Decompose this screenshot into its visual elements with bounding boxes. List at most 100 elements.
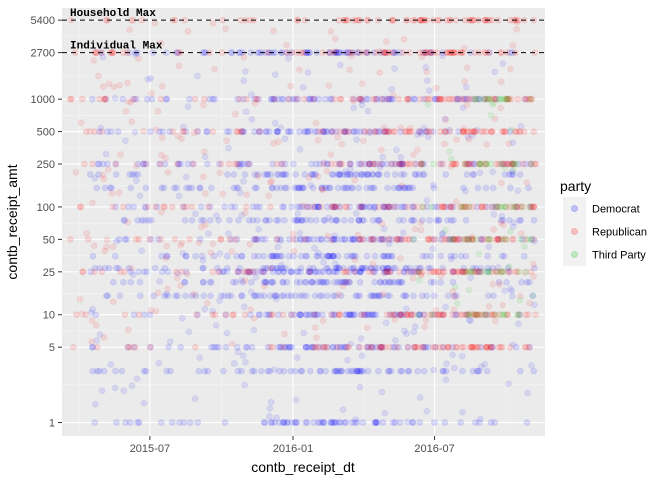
data-point xyxy=(203,160,211,168)
data-point xyxy=(311,203,319,211)
data-point xyxy=(261,278,269,286)
data-point xyxy=(230,359,238,367)
data-point xyxy=(332,203,340,211)
data-point xyxy=(206,216,214,224)
data-point xyxy=(417,219,425,227)
y-tick-label: 5 xyxy=(49,342,55,354)
data-point xyxy=(490,226,498,233)
data-point xyxy=(368,311,376,319)
data-point xyxy=(329,252,337,260)
data-point xyxy=(188,203,196,211)
data-point xyxy=(152,203,160,211)
data-point xyxy=(113,264,120,272)
data-point xyxy=(121,137,129,145)
data-point xyxy=(267,203,274,211)
data-point xyxy=(516,296,524,304)
data-point xyxy=(276,252,284,260)
data-point xyxy=(216,268,223,276)
data-point xyxy=(248,343,256,351)
data-point xyxy=(265,311,273,319)
data-point xyxy=(294,216,302,224)
data-point xyxy=(279,311,287,319)
data-point xyxy=(430,366,437,374)
data-point xyxy=(527,235,535,243)
data-point xyxy=(357,160,365,168)
data-point xyxy=(319,317,327,325)
data-point xyxy=(397,160,405,168)
data-point xyxy=(387,268,395,276)
y-tick-label: 1000 xyxy=(31,94,55,106)
data-point xyxy=(312,119,320,127)
data-point xyxy=(333,216,341,224)
data-point xyxy=(329,343,337,351)
data-point xyxy=(380,235,387,243)
data-point xyxy=(234,268,242,276)
data-point xyxy=(263,171,271,178)
data-point xyxy=(351,176,359,184)
data-point xyxy=(446,128,454,136)
data-point xyxy=(316,278,324,286)
data-point xyxy=(369,343,377,351)
data-point xyxy=(517,216,525,224)
data-point xyxy=(509,42,517,49)
data-point xyxy=(386,343,394,351)
data-point xyxy=(135,311,143,319)
data-point xyxy=(477,363,485,371)
data-point xyxy=(297,252,305,260)
data-point xyxy=(206,203,214,211)
data-point xyxy=(347,367,355,375)
data-point xyxy=(285,343,292,351)
data-point xyxy=(395,184,403,192)
data-point xyxy=(340,278,348,286)
data-point xyxy=(279,171,287,178)
data-point xyxy=(274,138,282,146)
data-point xyxy=(354,235,362,243)
data-point xyxy=(364,367,372,375)
data-point xyxy=(393,235,400,243)
data-point xyxy=(364,311,372,319)
data-point xyxy=(111,384,119,392)
data-point xyxy=(296,229,304,237)
y-tick-label: 500 xyxy=(37,127,55,139)
data-point xyxy=(415,171,423,178)
data-point xyxy=(138,216,146,224)
data-point xyxy=(450,306,458,314)
data-point xyxy=(371,278,379,286)
data-point xyxy=(489,168,497,176)
data-point xyxy=(138,247,146,255)
data-point xyxy=(379,203,387,211)
data-point xyxy=(204,367,212,375)
data-point xyxy=(292,171,300,178)
data-point xyxy=(368,235,375,243)
data-point xyxy=(347,184,355,192)
data-point xyxy=(360,311,368,319)
data-point xyxy=(250,252,258,260)
data-point xyxy=(324,252,331,260)
data-point xyxy=(447,255,455,263)
data-point xyxy=(176,282,184,290)
data-point xyxy=(380,124,388,131)
data-point xyxy=(312,216,320,224)
data-point xyxy=(351,256,359,264)
data-point xyxy=(447,163,455,171)
data-point xyxy=(305,174,313,181)
data-point xyxy=(329,292,337,300)
data-point xyxy=(86,127,94,135)
data-point xyxy=(449,235,457,243)
data-point xyxy=(90,57,98,64)
minor-gridlines xyxy=(62,8,545,436)
data-point xyxy=(294,210,302,218)
data-point xyxy=(430,311,438,319)
data-point xyxy=(164,292,172,300)
data-point xyxy=(449,278,457,286)
data-point xyxy=(225,144,232,152)
data-point xyxy=(199,264,207,272)
data-point xyxy=(376,48,383,55)
data-point xyxy=(332,264,340,272)
data-point xyxy=(268,264,276,272)
data-point xyxy=(112,203,120,211)
data-point xyxy=(456,235,463,243)
data-point xyxy=(283,41,291,49)
data-point xyxy=(247,268,255,276)
data-point xyxy=(304,268,312,276)
